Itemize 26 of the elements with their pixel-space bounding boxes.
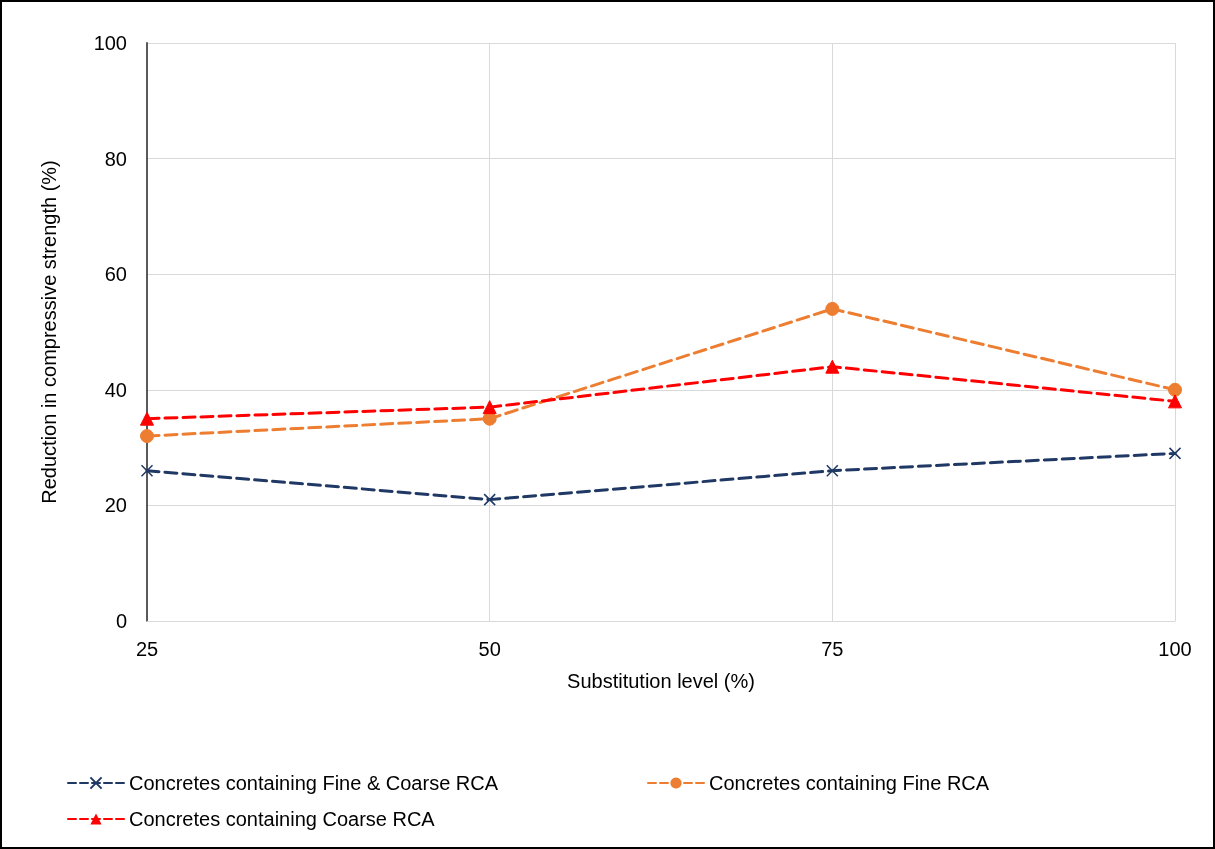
legend-label: Concretes containing Fine RCA <box>709 772 990 794</box>
point <box>483 493 496 506</box>
y-axis-title: Reduction in compressive strength (%) <box>38 160 60 504</box>
legend-label: Concretes containing Fine & Coarse RCA <box>129 772 499 794</box>
y-tick-label: 100 <box>93 32 127 54</box>
y-tick-label: 20 <box>104 494 127 517</box>
x-tick-label: 25 <box>135 638 159 660</box>
point <box>140 411 154 426</box>
point <box>826 464 839 477</box>
x-axis-title: Substitution level (%) <box>567 670 755 692</box>
point <box>825 301 840 316</box>
y-tick-label: 0 <box>115 610 127 632</box>
point <box>1168 394 1182 409</box>
x-tick-label: 100 <box>1158 638 1192 660</box>
x-tick-label: 75 <box>821 638 844 660</box>
point <box>1168 382 1182 397</box>
point <box>140 429 154 444</box>
point <box>140 464 154 477</box>
x-tick-label: 50 <box>478 638 501 660</box>
y-tick-label: 60 <box>104 263 127 286</box>
point <box>825 359 840 374</box>
y-tick-label: 80 <box>104 147 127 170</box>
point <box>482 400 497 415</box>
point <box>1168 447 1182 460</box>
legend-label: Concretes containing Coarse RCA <box>129 808 436 830</box>
y-tick-label: 40 <box>104 378 127 401</box>
